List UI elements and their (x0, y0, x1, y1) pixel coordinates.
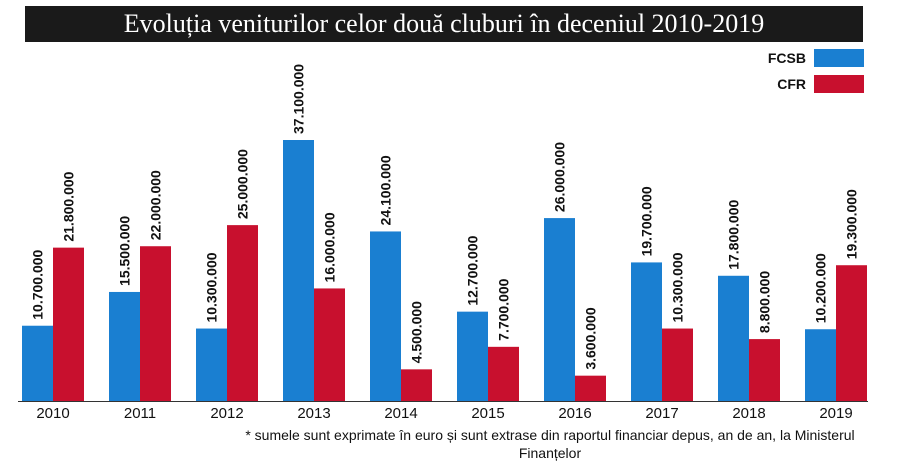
legend-swatch-fcsb (814, 49, 864, 67)
bar-cfr-2016 (575, 375, 606, 401)
legend-swatch-cfr (814, 75, 864, 93)
bar-fcsb-2017 (631, 262, 662, 401)
data-label-fcsb-2012: 10.300.000 (204, 252, 220, 322)
legend-item-fcsb: FCSB (768, 48, 864, 68)
x-tick-label-2019: 2019 (819, 405, 852, 422)
bar-cfr-2014 (401, 369, 432, 401)
bar-fcsb-2018 (718, 275, 749, 401)
footnote: * sumele sunt exprimate în euro și sunt … (245, 427, 855, 461)
data-label-cfr-2015: 7.700.000 (496, 278, 512, 340)
data-label-fcsb-2014: 24.100.000 (378, 155, 394, 225)
x-tick-label-2018: 2018 (732, 405, 765, 422)
bar-fcsb-2013 (283, 140, 314, 401)
data-label-cfr-2012: 25.000.000 (235, 149, 251, 219)
legend-label-cfr: CFR (777, 76, 806, 92)
bar-fcsb-2010 (22, 325, 53, 401)
data-label-cfr-2017: 10.300.000 (670, 252, 686, 322)
chart-title: Evoluția veniturilor celor două cluburi … (25, 6, 863, 42)
legend-item-cfr: CFR (768, 74, 864, 94)
data-label-fcsb-2011: 15.500.000 (117, 216, 133, 286)
bar-fcsb-2015 (457, 311, 488, 401)
x-tick-label-2017: 2017 (645, 405, 678, 422)
bar-fcsb-2011 (109, 291, 140, 401)
bar-fcsb-2012 (196, 328, 227, 401)
data-label-fcsb-2017: 19.700.000 (639, 186, 655, 256)
bar-cfr-2019 (836, 265, 867, 401)
x-tick-label-2011: 2011 (124, 405, 156, 422)
bar-fcsb-2016 (544, 218, 575, 401)
data-label-fcsb-2015: 12.700.000 (465, 235, 481, 305)
bar-cfr-2018 (749, 339, 780, 401)
x-tick-label-2014: 2014 (384, 405, 417, 422)
bar-cfr-2010 (53, 247, 84, 401)
data-label-cfr-2011: 22.000.000 (148, 170, 164, 240)
x-tick-label-2015: 2015 (471, 405, 504, 422)
bar-cfr-2015 (488, 346, 519, 401)
bar-cfr-2013 (314, 288, 345, 401)
data-label-cfr-2013: 16.000.000 (322, 212, 338, 282)
x-tick-label-2016: 2016 (558, 405, 591, 422)
data-label-cfr-2018: 8.800.000 (757, 271, 773, 333)
data-label-cfr-2019: 19.300.000 (844, 189, 860, 259)
data-label-fcsb-2010: 10.700.000 (30, 249, 46, 319)
legend-label-fcsb: FCSB (767, 50, 806, 66)
x-tick-label-2010: 2010 (36, 405, 69, 422)
data-label-fcsb-2019: 10.200.000 (813, 253, 829, 323)
data-label-fcsb-2018: 17.800.000 (726, 199, 742, 269)
bar-cfr-2017 (662, 328, 693, 401)
data-label-fcsb-2016: 26.000.000 (552, 142, 568, 212)
x-tick-label-2013: 2013 (297, 405, 330, 422)
bar-fcsb-2014 (370, 231, 401, 401)
data-label-fcsb-2013: 37.100.000 (291, 64, 307, 134)
bar-cfr-2011 (140, 246, 171, 401)
x-tick-label-2012: 2012 (210, 405, 243, 422)
legend: FCSB CFR (768, 48, 864, 100)
data-label-cfr-2016: 3.600.000 (583, 307, 599, 369)
data-label-cfr-2014: 4.500.000 (409, 301, 425, 363)
data-label-cfr-2010: 21.800.000 (61, 171, 77, 241)
bar-cfr-2012 (227, 225, 258, 401)
bar-fcsb-2019 (805, 329, 836, 401)
